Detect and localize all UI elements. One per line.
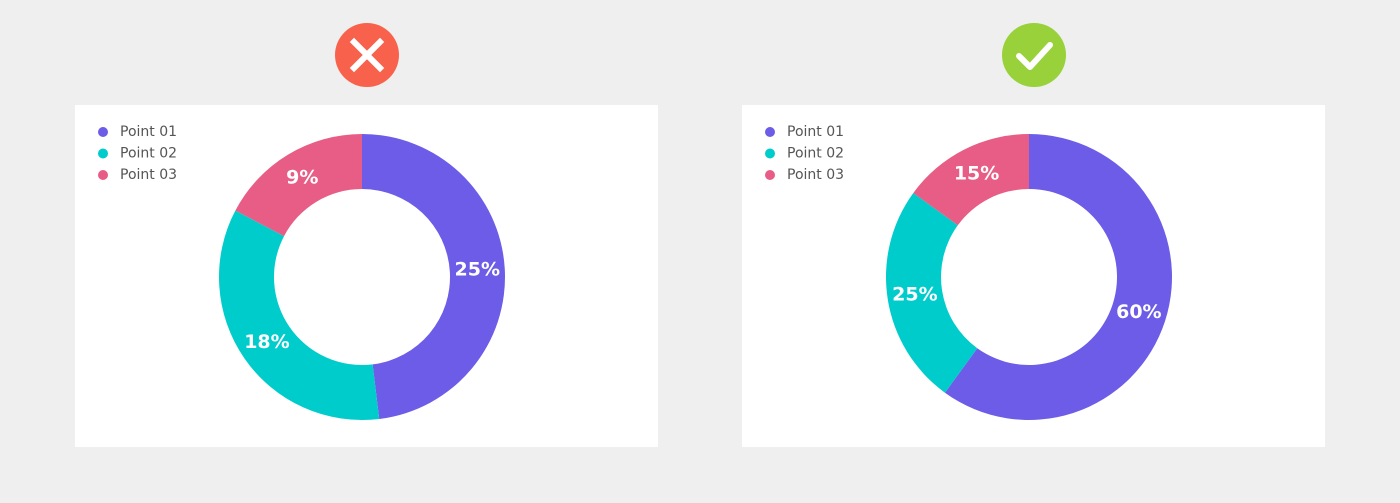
- donut-slice: [362, 134, 505, 419]
- donut-slice: [218, 210, 380, 420]
- legend-label: Point 02: [120, 146, 177, 162]
- legend-label: Point 01: [120, 124, 177, 140]
- legend-label: Point 02: [787, 146, 844, 162]
- slice-label: 9%: [286, 167, 318, 189]
- slice-label: 25%: [892, 284, 937, 306]
- legend-marker: [98, 170, 108, 180]
- donut-slice: [944, 134, 1172, 421]
- legend-marker: [765, 127, 775, 137]
- legend-marker: [765, 148, 775, 159]
- wrong-icon: [335, 23, 399, 87]
- slice-label: 15%: [954, 163, 999, 185]
- donut-slice: [913, 134, 1029, 226]
- donut-slice: [235, 134, 362, 237]
- legend-label: Point 03: [120, 167, 177, 183]
- donut-slice: [886, 192, 978, 393]
- legend-label: Point 01: [787, 124, 844, 140]
- slice-label: 25%: [455, 259, 500, 281]
- legend-marker: [98, 127, 108, 137]
- slice-label: 18%: [244, 331, 289, 353]
- right-icon: [1002, 23, 1066, 87]
- legend-label: Point 03: [787, 167, 844, 183]
- legend-marker: [98, 148, 108, 159]
- slice-label: 60%: [1116, 301, 1161, 323]
- legend-marker: [765, 170, 775, 180]
